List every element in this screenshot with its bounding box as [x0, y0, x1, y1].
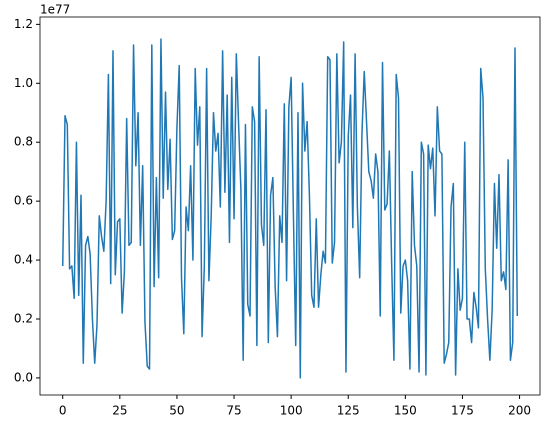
x-tick-label: 0 [59, 404, 67, 418]
x-tick-label: 150 [394, 404, 417, 418]
x-tick-label: 175 [451, 404, 474, 418]
offset-label: 1e77 [40, 3, 70, 17]
y-tick-label: 0.2 [14, 311, 33, 325]
x-tick-label: 75 [226, 404, 241, 418]
y-tick-label: 0.0 [14, 370, 33, 384]
plot-frame [39, 16, 541, 396]
y-tick-label: 1.0 [14, 76, 33, 90]
y-tick-label: 0.6 [14, 194, 33, 208]
y-tick-label: 1.2 [14, 17, 33, 31]
x-tick-label: 125 [337, 404, 360, 418]
x-tick-label: 50 [169, 404, 184, 418]
y-tick-label: 0.8 [14, 135, 33, 149]
y-tick-label: 0.4 [14, 253, 33, 267]
x-tick-label: 100 [280, 404, 303, 418]
x-tick-label: 25 [112, 404, 127, 418]
line-series [61, 38, 519, 379]
x-tick-label: 200 [508, 404, 531, 418]
